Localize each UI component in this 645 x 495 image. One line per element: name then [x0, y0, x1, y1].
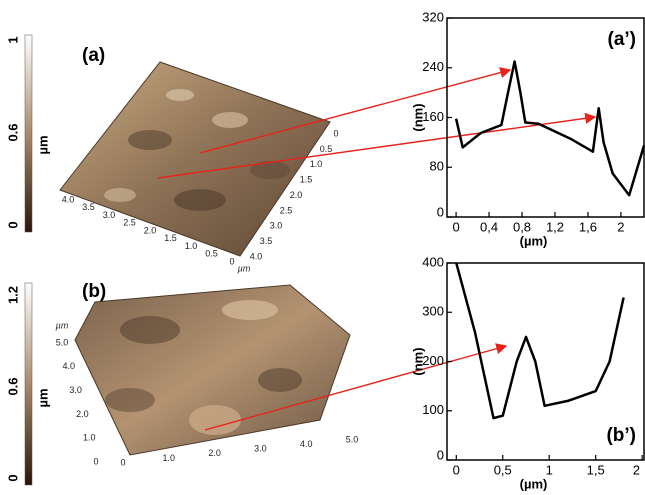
surface-axis-label: 1.0 — [310, 159, 323, 169]
colorbar-tick-label: 1 — [5, 36, 20, 43]
surface-axis-label: 0.5 — [320, 144, 333, 154]
surface-axis-label: 0 — [93, 456, 98, 466]
surface-axis-label: 2.5 — [123, 218, 136, 228]
x-tick-label: 2 — [633, 462, 640, 477]
y-tick-label: 200 — [422, 353, 444, 368]
line — [456, 62, 644, 196]
panel-label: (a) — [82, 45, 105, 66]
colorbar-tick-label: 0.6 — [5, 123, 20, 141]
surface-axis-label: 5.0 — [346, 434, 359, 444]
afm-surface — [75, 285, 350, 455]
surface-axis-label: 4.0 — [63, 361, 76, 371]
y-tick-label: 0 — [437, 447, 444, 462]
colorbar-unit: µm — [35, 135, 50, 154]
surface-axis-label: 1.5 — [164, 233, 177, 243]
surface-axis-label: 2.0 — [144, 225, 157, 235]
colorbar-tick-label: 0 — [5, 474, 20, 481]
y-axis-label: (nm) — [410, 103, 425, 131]
x-tick-label: 0 — [453, 462, 460, 477]
surface-axis-label: 0 — [229, 256, 234, 266]
surface-axis-label: 0 — [120, 457, 125, 467]
surface-axis-label: 4.0 — [250, 251, 263, 261]
x-tick-label: 0,4 — [480, 219, 498, 234]
x-tick-label: 0 — [452, 219, 459, 234]
y-tick-label: 300 — [422, 304, 444, 319]
x-tick-label: 1,6 — [579, 219, 597, 234]
surface-axis-label: 1.0 — [185, 241, 198, 251]
surface-axis-label: 1.0 — [163, 453, 176, 463]
panel-label: (b’) — [606, 425, 636, 446]
surface-axis-label: 2.0 — [76, 409, 89, 419]
surface-axis-label: 0.5 — [205, 249, 218, 259]
y-tick-label: 320 — [422, 9, 444, 24]
surface-axis-unit: µm — [238, 263, 251, 273]
surface-axis-label: 1.0 — [83, 433, 96, 443]
y-tick-label: 400 — [422, 254, 444, 269]
panel-label: (b) — [82, 281, 106, 302]
colorbar — [25, 35, 32, 232]
y-tick-label: 240 — [422, 59, 444, 74]
line — [456, 263, 623, 418]
x-tick-label: 1,5 — [587, 462, 605, 477]
surface-axis-label: 4.0 — [300, 439, 313, 449]
x-axis-label: (µm) — [520, 476, 548, 491]
surface-axis-label: 3.5 — [82, 202, 95, 212]
x-tick-label: 0,8 — [513, 219, 531, 234]
x-tick-label: 1 — [546, 462, 553, 477]
surface-axis-label: 4.0 — [62, 194, 75, 204]
figure: (a) (b) 10.60µm00.51.01.52.02.53.03.54.0… — [0, 0, 645, 495]
x-tick-label: 2 — [617, 219, 624, 234]
y-tick-label: 160 — [422, 109, 444, 124]
colorbar — [25, 283, 32, 485]
surface-axis-label: 2.0 — [208, 448, 221, 458]
y-tick-label: 80 — [430, 159, 444, 174]
surface-axis-unit: µm — [56, 320, 69, 330]
surface-axis-label: 3.0 — [270, 221, 283, 231]
surface-axis-label: 2.5 — [280, 205, 293, 215]
colorbar-tick-label: 0 — [5, 221, 20, 228]
surface-axis-label: 2.0 — [290, 190, 303, 200]
colorbar-tick-label: 0.6 — [5, 377, 20, 395]
surface-axis-label: 3.5 — [260, 236, 273, 246]
surface-axis-label: 3.0 — [69, 385, 82, 395]
surface-axis-label: 5.0 — [56, 337, 69, 347]
surface-axis-label: 3.0 — [103, 210, 116, 220]
colorbar-tick-label: 1.2 — [5, 286, 20, 304]
surface-axis-label: 1.5 — [300, 175, 313, 185]
surface-axis-label: 0 — [333, 128, 338, 138]
x-tick-label: 0,5 — [494, 462, 512, 477]
colorbar-unit: µm — [35, 388, 50, 407]
x-tick-label: 1,2 — [546, 219, 564, 234]
x-axis-label: (µm) — [520, 233, 548, 248]
y-axis-label: (nm) — [410, 347, 425, 375]
y-tick-label: 0 — [437, 204, 444, 219]
panel-label: (a’) — [608, 29, 637, 50]
surface-axis-label: 3.0 — [254, 444, 267, 454]
y-tick-label: 100 — [422, 402, 444, 417]
